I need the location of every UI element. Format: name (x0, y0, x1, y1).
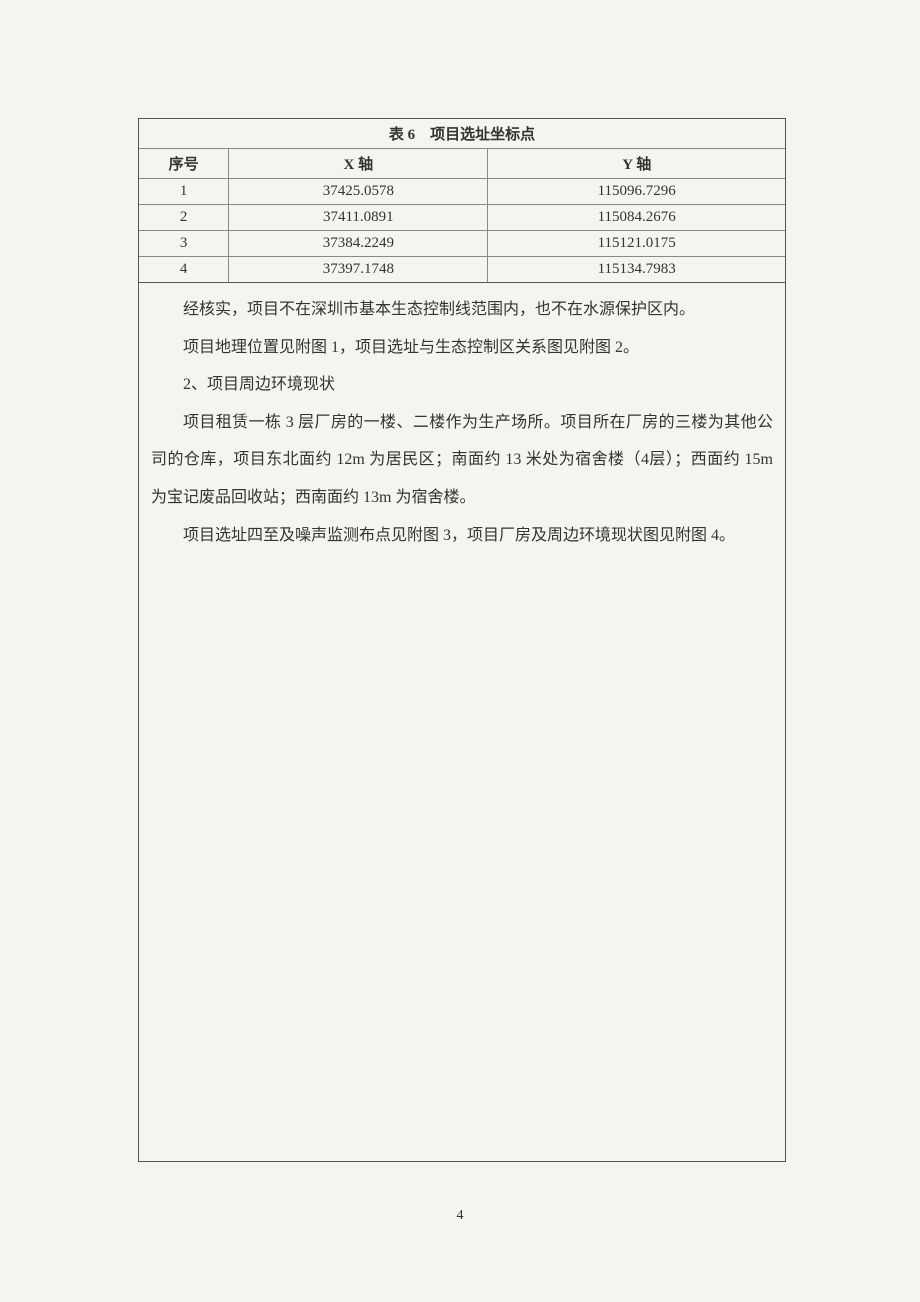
coordinate-table-container: 表 6 项目选址坐标点 序号 X 轴 Y 轴 1 37425.0578 1150… (139, 119, 785, 283)
cell-y: 115121.0175 (488, 231, 785, 257)
section-heading: 2、项目周边环境现状 (151, 366, 773, 404)
table-row: 1 37425.0578 115096.7296 (139, 179, 785, 205)
table-caption: 表 6 项目选址坐标点 (139, 119, 785, 149)
col-header-x: X 轴 (229, 149, 488, 179)
paragraph: 项目地理位置见附图 1，项目选址与生态控制区关系图见附图 2。 (151, 329, 773, 367)
coordinate-table: 表 6 项目选址坐标点 序号 X 轴 Y 轴 1 37425.0578 1150… (139, 119, 785, 283)
table-header-row: 序号 X 轴 Y 轴 (139, 149, 785, 179)
cell-x: 37411.0891 (229, 205, 488, 231)
page-number: 4 (0, 1208, 920, 1224)
table-row: 4 37397.1748 115134.7983 (139, 257, 785, 283)
cell-y: 115084.2676 (488, 205, 785, 231)
cell-x: 37425.0578 (229, 179, 488, 205)
cell-y: 115134.7983 (488, 257, 785, 283)
cell-x: 37397.1748 (229, 257, 488, 283)
cell-index: 1 (139, 179, 229, 205)
table-row: 2 37411.0891 115084.2676 (139, 205, 785, 231)
paragraph: 项目选址四至及噪声监测布点见附图 3，项目厂房及周边环境现状图见附图 4。 (151, 517, 773, 555)
paragraph: 项目租赁一栋 3 层厂房的一楼、二楼作为生产场所。项目所在厂房的三楼为其他公司的… (151, 404, 773, 517)
cell-index: 2 (139, 205, 229, 231)
table-row: 3 37384.2249 115121.0175 (139, 231, 785, 257)
cell-index: 4 (139, 257, 229, 283)
cell-y: 115096.7296 (488, 179, 785, 205)
content-frame: 表 6 项目选址坐标点 序号 X 轴 Y 轴 1 37425.0578 1150… (138, 118, 786, 1162)
paragraph: 经核实，项目不在深圳市基本生态控制线范围内，也不在水源保护区内。 (151, 291, 773, 329)
cell-index: 3 (139, 231, 229, 257)
col-header-index: 序号 (139, 149, 229, 179)
body-text: 经核实，项目不在深圳市基本生态控制线范围内，也不在水源保护区内。 项目地理位置见… (139, 283, 785, 554)
col-header-y: Y 轴 (488, 149, 785, 179)
cell-x: 37384.2249 (229, 231, 488, 257)
